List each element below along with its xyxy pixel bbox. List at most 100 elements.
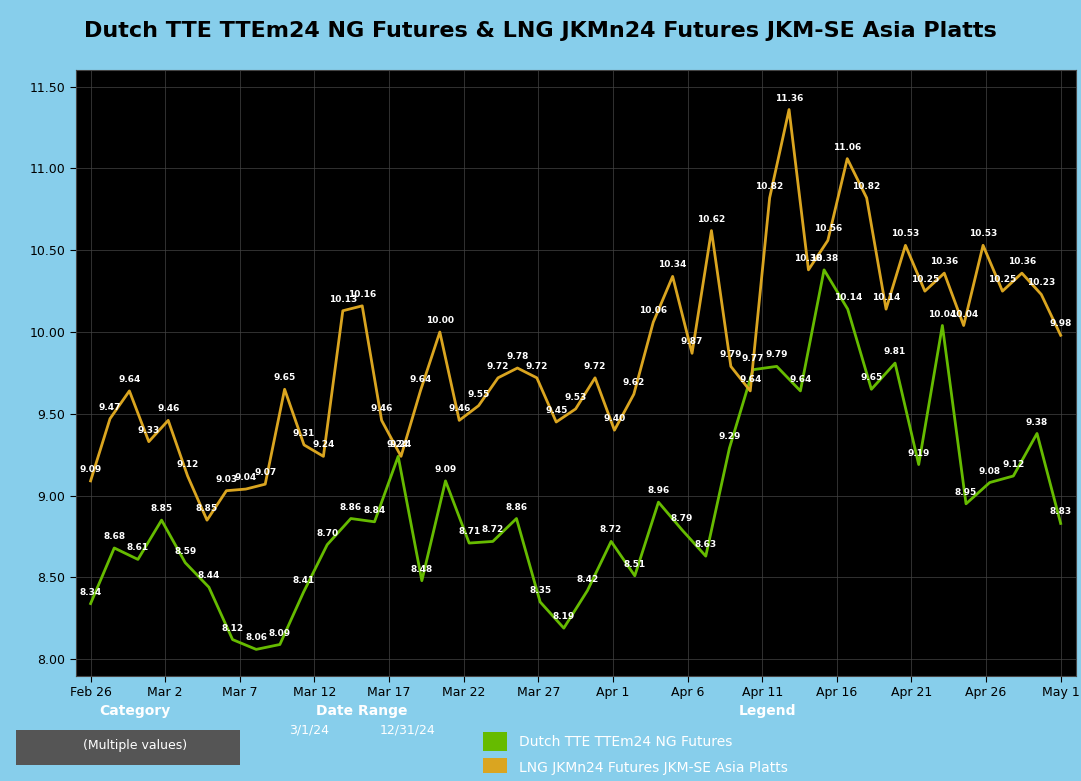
Text: 9.46: 9.46 bbox=[448, 405, 470, 413]
FancyBboxPatch shape bbox=[16, 730, 240, 765]
Text: 8.48: 8.48 bbox=[411, 565, 433, 574]
Text: 10.25: 10.25 bbox=[988, 275, 1016, 284]
Text: 10.36: 10.36 bbox=[1007, 257, 1036, 266]
Text: 9.24: 9.24 bbox=[312, 440, 335, 449]
Text: 9.24: 9.24 bbox=[390, 440, 412, 449]
Text: 9.72: 9.72 bbox=[525, 362, 548, 371]
Text: 8.84: 8.84 bbox=[363, 506, 386, 515]
Text: 8.85: 8.85 bbox=[196, 505, 218, 513]
Text: 8.86: 8.86 bbox=[339, 503, 362, 512]
Text: 9.08: 9.08 bbox=[978, 466, 1001, 476]
Text: LNG JKMn24 Futures JKM-SE Asia Platts: LNG JKMn24 Futures JKM-SE Asia Platts bbox=[519, 761, 788, 775]
Text: 9.33: 9.33 bbox=[137, 426, 160, 435]
Text: 9.03: 9.03 bbox=[215, 475, 238, 483]
Text: 9.38: 9.38 bbox=[1026, 418, 1049, 426]
Text: 10.38: 10.38 bbox=[810, 254, 838, 263]
Text: 10.62: 10.62 bbox=[697, 215, 725, 223]
Text: Legend: Legend bbox=[738, 704, 797, 719]
Text: (Multiple values): (Multiple values) bbox=[83, 740, 187, 752]
Text: 8.44: 8.44 bbox=[198, 571, 221, 580]
Text: 9.87: 9.87 bbox=[681, 337, 704, 346]
Text: 9.78: 9.78 bbox=[506, 352, 529, 361]
Text: 8.85: 8.85 bbox=[150, 505, 173, 513]
Text: 8.96: 8.96 bbox=[648, 487, 669, 495]
Text: 9.53: 9.53 bbox=[564, 393, 587, 402]
Text: 8.09: 8.09 bbox=[269, 629, 291, 637]
Text: 3/1/24: 3/1/24 bbox=[289, 724, 329, 736]
Text: 8.79: 8.79 bbox=[671, 514, 693, 523]
Text: 8.34: 8.34 bbox=[80, 587, 102, 597]
Text: 8.95: 8.95 bbox=[955, 488, 977, 497]
Text: 9.81: 9.81 bbox=[884, 348, 906, 356]
Text: 8.70: 8.70 bbox=[316, 529, 338, 538]
Text: 10.14: 10.14 bbox=[833, 293, 862, 302]
Text: 10.56: 10.56 bbox=[814, 224, 842, 234]
Text: 10.23: 10.23 bbox=[1027, 279, 1055, 287]
Text: 9.12: 9.12 bbox=[176, 460, 199, 469]
Text: 9.31: 9.31 bbox=[293, 429, 316, 438]
Text: Dutch TTE TTEm24 NG Futures & LNG JKMn24 Futures JKM-SE Asia Platts: Dutch TTE TTEm24 NG Futures & LNG JKMn24… bbox=[84, 21, 997, 41]
Text: 9.64: 9.64 bbox=[118, 375, 141, 384]
Text: Date Range: Date Range bbox=[317, 704, 408, 719]
Text: 9.55: 9.55 bbox=[467, 390, 490, 399]
Text: 8.51: 8.51 bbox=[624, 560, 645, 569]
Text: 10.04: 10.04 bbox=[929, 309, 957, 319]
Text: 10.25: 10.25 bbox=[910, 275, 939, 284]
Text: 9.79: 9.79 bbox=[720, 351, 742, 359]
Text: 12/31/24: 12/31/24 bbox=[379, 724, 436, 736]
Text: 10.38: 10.38 bbox=[795, 254, 823, 263]
Text: 8.61: 8.61 bbox=[126, 544, 149, 552]
Text: 9.98: 9.98 bbox=[1050, 319, 1072, 328]
Text: 9.12: 9.12 bbox=[1002, 460, 1025, 469]
Text: 9.65: 9.65 bbox=[273, 373, 296, 383]
Text: 11.06: 11.06 bbox=[833, 143, 862, 152]
Text: 9.72: 9.72 bbox=[486, 362, 509, 371]
Text: 9.65: 9.65 bbox=[860, 373, 882, 383]
Text: 9.64: 9.64 bbox=[410, 375, 431, 384]
Text: 8.12: 8.12 bbox=[222, 624, 243, 633]
Text: 10.14: 10.14 bbox=[872, 293, 900, 302]
Text: 9.40: 9.40 bbox=[603, 414, 626, 423]
Text: 10.82: 10.82 bbox=[756, 182, 784, 191]
Text: Dutch TTE TTEm24 NG Futures: Dutch TTE TTEm24 NG Futures bbox=[519, 735, 733, 749]
Text: 9.64: 9.64 bbox=[739, 375, 761, 384]
Text: 9.79: 9.79 bbox=[765, 351, 788, 359]
Text: 9.29: 9.29 bbox=[718, 432, 740, 441]
Text: 8.42: 8.42 bbox=[576, 575, 599, 583]
Text: 10.13: 10.13 bbox=[329, 294, 357, 304]
Text: 10.00: 10.00 bbox=[426, 316, 454, 325]
Text: 10.36: 10.36 bbox=[930, 257, 959, 266]
Text: 8.59: 8.59 bbox=[174, 547, 197, 556]
Text: 11.36: 11.36 bbox=[775, 94, 803, 102]
FancyBboxPatch shape bbox=[483, 758, 507, 777]
Text: 10.34: 10.34 bbox=[658, 261, 686, 269]
Text: 8.86: 8.86 bbox=[506, 503, 528, 512]
Text: 9.47: 9.47 bbox=[98, 403, 121, 412]
Text: 9.45: 9.45 bbox=[545, 406, 568, 415]
Text: 8.35: 8.35 bbox=[529, 586, 551, 595]
Text: 9.46: 9.46 bbox=[157, 405, 179, 413]
FancyBboxPatch shape bbox=[483, 732, 507, 751]
Text: 9.09: 9.09 bbox=[80, 465, 102, 474]
Text: 9.46: 9.46 bbox=[371, 405, 392, 413]
Text: 10.82: 10.82 bbox=[853, 182, 881, 191]
Text: 8.72: 8.72 bbox=[482, 526, 504, 534]
Text: 8.83: 8.83 bbox=[1050, 508, 1071, 516]
Text: 8.41: 8.41 bbox=[293, 576, 315, 585]
Text: 8.19: 8.19 bbox=[552, 612, 575, 621]
Text: 9.19: 9.19 bbox=[908, 448, 930, 458]
Text: 8.63: 8.63 bbox=[695, 540, 717, 549]
Text: 10.04: 10.04 bbox=[949, 309, 978, 319]
Text: 10.06: 10.06 bbox=[639, 306, 667, 316]
Text: 9.04: 9.04 bbox=[235, 473, 257, 482]
Text: 9.77: 9.77 bbox=[742, 354, 764, 362]
Text: 9.09: 9.09 bbox=[435, 465, 456, 474]
Text: 10.53: 10.53 bbox=[892, 230, 920, 238]
Text: 8.71: 8.71 bbox=[458, 527, 480, 536]
Text: 9.07: 9.07 bbox=[254, 469, 277, 477]
Text: 10.53: 10.53 bbox=[969, 230, 997, 238]
Text: 10.16: 10.16 bbox=[348, 290, 376, 299]
Text: 8.06: 8.06 bbox=[245, 633, 267, 643]
Text: 9.24: 9.24 bbox=[387, 440, 410, 449]
Text: 9.64: 9.64 bbox=[789, 375, 812, 384]
